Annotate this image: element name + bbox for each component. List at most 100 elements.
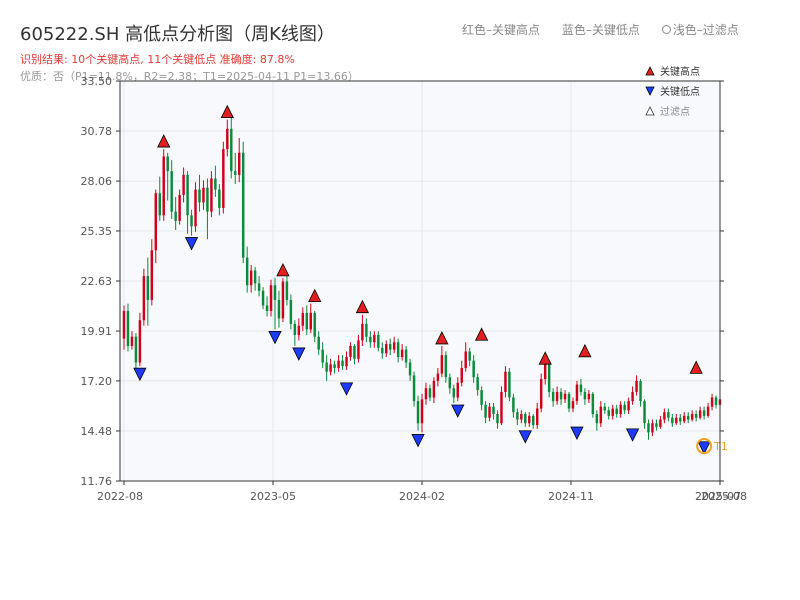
- candle-body: [567, 393, 571, 409]
- key-low-marker: [339, 382, 354, 396]
- candle-body: [543, 364, 547, 380]
- y-tick-label: 17.20: [81, 375, 113, 388]
- candle-body: [249, 270, 253, 286]
- candle-body: [547, 364, 551, 392]
- candle-body: [253, 270, 257, 284]
- candle-body: [424, 388, 428, 400]
- candle-body: [440, 355, 444, 374]
- candle-body: [532, 415, 535, 426]
- candle-body: [671, 417, 674, 424]
- key-low-marker: [292, 347, 306, 361]
- x-axis: 2022-08 2023-05 2024-02 2024-11 2025-072025-…: [97, 481, 747, 503]
- candle-body: [615, 408, 618, 415]
- page-title: 605222.SH 高低点分析图（周K线图）: [20, 24, 335, 45]
- candle-body: [464, 351, 467, 369]
- t1-circle-marker: [696, 438, 713, 455]
- y-tick-label: 22.63: [81, 275, 113, 288]
- key-low-marker: [184, 237, 199, 251]
- candle-body: [150, 250, 154, 300]
- candle-body: [126, 310, 130, 346]
- candle-body: [551, 391, 555, 402]
- candle-body: [186, 174, 189, 216]
- candle-body: [158, 193, 161, 216]
- key-high-marker: [276, 262, 290, 277]
- candle-body: [655, 423, 658, 427]
- legend-light-label: 浅色–过滤点: [672, 23, 739, 37]
- candle-body: [675, 417, 678, 424]
- candle-body: [587, 393, 591, 400]
- candle-body: [341, 360, 344, 367]
- candle-body: [420, 399, 424, 424]
- key-low-marker: [625, 428, 640, 442]
- candle-body: [365, 323, 368, 337]
- y-axis: 11.76 14.48 17.20 19.91 22.63 25.35 28.06 30.78…: [81, 75, 724, 488]
- candle-body: [476, 377, 479, 391]
- candle-body: [627, 401, 630, 411]
- high-triangle-icon: [645, 66, 655, 76]
- candles: [122, 115, 722, 440]
- legend-filtered-label: 过滤点: [660, 105, 690, 118]
- candle-body: [488, 406, 491, 418]
- key-low-marker: [518, 430, 532, 444]
- candle-body: [134, 336, 138, 363]
- candle-body: [472, 360, 475, 378]
- candle-body: [325, 362, 328, 372]
- candle-body: [555, 391, 559, 402]
- candle-body: [408, 362, 412, 376]
- y-tick-label: 33.50: [81, 75, 113, 88]
- filtered-triangle-icon: [645, 106, 655, 116]
- candle-body: [293, 323, 297, 335]
- candle-body: [706, 406, 710, 416]
- x-tick-label: 2024-02: [399, 490, 445, 503]
- y-tick-label: 25.35: [81, 225, 113, 238]
- candle-body: [484, 404, 487, 418]
- candle-body: [686, 415, 690, 420]
- candle-body: [599, 406, 603, 424]
- candle-body: [337, 360, 340, 369]
- key-high-marker: [578, 343, 592, 358]
- x-tick-label: 2024-11: [548, 490, 594, 503]
- candle-body: [214, 178, 217, 190]
- candle-body: [202, 187, 205, 203]
- candle-body: [361, 323, 364, 341]
- candle-body: [237, 152, 241, 175]
- candle-body: [261, 290, 265, 306]
- y-tick-label: 28.06: [81, 175, 113, 188]
- candle-body: [178, 195, 181, 221]
- candle-body: [241, 152, 245, 258]
- candle-body: [349, 345, 352, 357]
- candle-body: [190, 215, 193, 227]
- candle-body: [524, 414, 527, 424]
- candle-body: [210, 178, 213, 212]
- low-triangle-icon: [645, 86, 655, 96]
- candle-body: [520, 414, 523, 420]
- candle-body: [480, 390, 483, 405]
- candle-body: [257, 283, 261, 291]
- candle-body: [321, 349, 324, 363]
- candle-body: [663, 412, 666, 420]
- candle-body: [468, 351, 471, 361]
- candle-body: [377, 334, 380, 348]
- candle-body: [230, 128, 233, 172]
- candle-body: [353, 345, 356, 359]
- candle-body: [432, 380, 436, 398]
- candle-body: [392, 342, 396, 350]
- candle-body: [635, 380, 638, 392]
- candle-body: [623, 404, 626, 411]
- key-high-marker: [538, 351, 552, 365]
- candle-body: [643, 401, 646, 424]
- candle-body: [146, 276, 150, 300]
- candle-body: [583, 391, 587, 400]
- candle-body: [317, 336, 320, 350]
- candle-body: [412, 375, 416, 402]
- candle-body: [281, 281, 285, 319]
- y-tick-label: 14.48: [81, 425, 113, 438]
- candle-body: [329, 364, 332, 372]
- candle-body: [579, 384, 583, 392]
- candle-body: [500, 391, 503, 424]
- candle-body: [285, 281, 289, 300]
- key-high-marker: [157, 134, 171, 148]
- candle-body: [504, 371, 507, 392]
- candle-body: [714, 397, 718, 405]
